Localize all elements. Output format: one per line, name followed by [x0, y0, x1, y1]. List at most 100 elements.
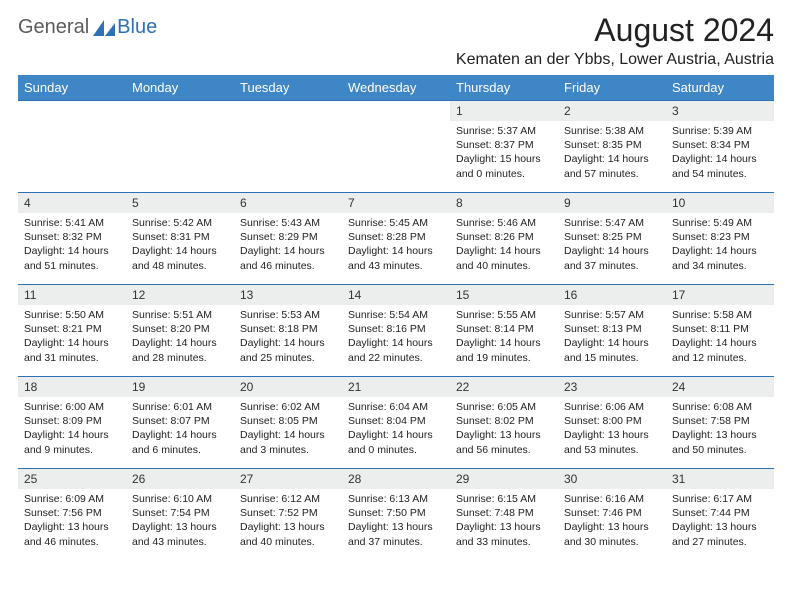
- day-body: Sunrise: 6:00 AMSunset: 8:09 PMDaylight:…: [18, 397, 126, 461]
- sunrise-line: Sunrise: 6:08 AM: [672, 400, 768, 414]
- day-number: 19: [126, 377, 234, 397]
- day-body: Sunrise: 6:05 AMSunset: 8:02 PMDaylight:…: [450, 397, 558, 461]
- daylight-line: Daylight: 13 hours and 27 minutes.: [672, 520, 768, 548]
- sunset-line: Sunset: 7:48 PM: [456, 506, 552, 520]
- calendar-cell: 31Sunrise: 6:17 AMSunset: 7:44 PMDayligh…: [666, 469, 774, 561]
- day-number: 24: [666, 377, 774, 397]
- day-body: Sunrise: 5:39 AMSunset: 8:34 PMDaylight:…: [666, 121, 774, 185]
- sunset-line: Sunset: 8:20 PM: [132, 322, 228, 336]
- day-number: 5: [126, 193, 234, 213]
- daylight-line: Daylight: 14 hours and 25 minutes.: [240, 336, 336, 364]
- calendar-cell: 5Sunrise: 5:42 AMSunset: 8:31 PMDaylight…: [126, 193, 234, 285]
- day-number: 28: [342, 469, 450, 489]
- sunset-line: Sunset: 8:37 PM: [456, 138, 552, 152]
- day-number: 23: [558, 377, 666, 397]
- sunrise-line: Sunrise: 6:05 AM: [456, 400, 552, 414]
- day-body: Sunrise: 6:17 AMSunset: 7:44 PMDaylight:…: [666, 489, 774, 553]
- sunrise-line: Sunrise: 5:55 AM: [456, 308, 552, 322]
- sunset-line: Sunset: 8:00 PM: [564, 414, 660, 428]
- daylight-line: Daylight: 13 hours and 53 minutes.: [564, 428, 660, 456]
- day-body: Sunrise: 6:08 AMSunset: 7:58 PMDaylight:…: [666, 397, 774, 461]
- day-number: 30: [558, 469, 666, 489]
- calendar-week-row: 11Sunrise: 5:50 AMSunset: 8:21 PMDayligh…: [18, 285, 774, 377]
- day-number: 15: [450, 285, 558, 305]
- day-number: 17: [666, 285, 774, 305]
- daylight-line: Daylight: 13 hours and 56 minutes.: [456, 428, 552, 456]
- weekday-header: Monday: [126, 75, 234, 101]
- sunrise-line: Sunrise: 5:49 AM: [672, 216, 768, 230]
- weekday-header: Saturday: [666, 75, 774, 101]
- sunset-line: Sunset: 8:32 PM: [24, 230, 120, 244]
- day-number: 21: [342, 377, 450, 397]
- daylight-line: Daylight: 14 hours and 0 minutes.: [348, 428, 444, 456]
- calendar-cell: 12Sunrise: 5:51 AMSunset: 8:20 PMDayligh…: [126, 285, 234, 377]
- sunset-line: Sunset: 8:26 PM: [456, 230, 552, 244]
- calendar-cell: 15Sunrise: 5:55 AMSunset: 8:14 PMDayligh…: [450, 285, 558, 377]
- sunset-line: Sunset: 7:50 PM: [348, 506, 444, 520]
- calendar-cell: 6Sunrise: 5:43 AMSunset: 8:29 PMDaylight…: [234, 193, 342, 285]
- calendar-cell: 24Sunrise: 6:08 AMSunset: 7:58 PMDayligh…: [666, 377, 774, 469]
- day-number: 14: [342, 285, 450, 305]
- sunrise-line: Sunrise: 5:43 AM: [240, 216, 336, 230]
- day-body: Sunrise: 5:49 AMSunset: 8:23 PMDaylight:…: [666, 213, 774, 277]
- day-number: 2: [558, 101, 666, 121]
- day-body: Sunrise: 5:42 AMSunset: 8:31 PMDaylight:…: [126, 213, 234, 277]
- day-number: [342, 101, 450, 119]
- calendar-cell: [18, 101, 126, 193]
- sunset-line: Sunset: 7:56 PM: [24, 506, 120, 520]
- weekday-header: Wednesday: [342, 75, 450, 101]
- sunrise-line: Sunrise: 5:47 AM: [564, 216, 660, 230]
- day-number: 10: [666, 193, 774, 213]
- month-title: August 2024: [456, 12, 774, 49]
- logo: General Blue: [18, 12, 157, 39]
- sunset-line: Sunset: 8:31 PM: [132, 230, 228, 244]
- sunrise-line: Sunrise: 5:50 AM: [24, 308, 120, 322]
- sunset-line: Sunset: 8:23 PM: [672, 230, 768, 244]
- calendar-cell: 8Sunrise: 5:46 AMSunset: 8:26 PMDaylight…: [450, 193, 558, 285]
- day-body: Sunrise: 6:12 AMSunset: 7:52 PMDaylight:…: [234, 489, 342, 553]
- calendar-cell: 30Sunrise: 6:16 AMSunset: 7:46 PMDayligh…: [558, 469, 666, 561]
- sunset-line: Sunset: 8:29 PM: [240, 230, 336, 244]
- daylight-line: Daylight: 14 hours and 9 minutes.: [24, 428, 120, 456]
- sunrise-line: Sunrise: 5:53 AM: [240, 308, 336, 322]
- daylight-line: Daylight: 14 hours and 22 minutes.: [348, 336, 444, 364]
- day-number: 26: [126, 469, 234, 489]
- calendar-cell: 3Sunrise: 5:39 AMSunset: 8:34 PMDaylight…: [666, 101, 774, 193]
- day-body: Sunrise: 6:15 AMSunset: 7:48 PMDaylight:…: [450, 489, 558, 553]
- day-body: Sunrise: 5:58 AMSunset: 8:11 PMDaylight:…: [666, 305, 774, 369]
- day-number: [234, 101, 342, 119]
- calendar-cell: [234, 101, 342, 193]
- day-body: Sunrise: 6:13 AMSunset: 7:50 PMDaylight:…: [342, 489, 450, 553]
- sunrise-line: Sunrise: 6:06 AM: [564, 400, 660, 414]
- day-number: 12: [126, 285, 234, 305]
- sunset-line: Sunset: 7:44 PM: [672, 506, 768, 520]
- sunrise-line: Sunrise: 6:09 AM: [24, 492, 120, 506]
- day-body: Sunrise: 5:38 AMSunset: 8:35 PMDaylight:…: [558, 121, 666, 185]
- calendar-week-row: 1Sunrise: 5:37 AMSunset: 8:37 PMDaylight…: [18, 101, 774, 193]
- weekday-header: Friday: [558, 75, 666, 101]
- sunset-line: Sunset: 8:16 PM: [348, 322, 444, 336]
- day-body: Sunrise: 5:41 AMSunset: 8:32 PMDaylight:…: [18, 213, 126, 277]
- sunset-line: Sunset: 8:35 PM: [564, 138, 660, 152]
- day-body: Sunrise: 6:06 AMSunset: 8:00 PMDaylight:…: [558, 397, 666, 461]
- sunrise-line: Sunrise: 5:54 AM: [348, 308, 444, 322]
- day-number: 6: [234, 193, 342, 213]
- sunrise-line: Sunrise: 5:45 AM: [348, 216, 444, 230]
- day-body: Sunrise: 6:10 AMSunset: 7:54 PMDaylight:…: [126, 489, 234, 553]
- daylight-line: Daylight: 13 hours and 50 minutes.: [672, 428, 768, 456]
- weekday-header-row: Sunday Monday Tuesday Wednesday Thursday…: [18, 75, 774, 101]
- daylight-line: Daylight: 14 hours and 57 minutes.: [564, 152, 660, 180]
- day-body: Sunrise: 5:51 AMSunset: 8:20 PMDaylight:…: [126, 305, 234, 369]
- daylight-line: Daylight: 14 hours and 19 minutes.: [456, 336, 552, 364]
- daylight-line: Daylight: 13 hours and 40 minutes.: [240, 520, 336, 548]
- sunrise-line: Sunrise: 5:58 AM: [672, 308, 768, 322]
- day-body: [18, 119, 126, 126]
- day-number: 22: [450, 377, 558, 397]
- sunset-line: Sunset: 8:21 PM: [24, 322, 120, 336]
- daylight-line: Daylight: 14 hours and 31 minutes.: [24, 336, 120, 364]
- sunrise-line: Sunrise: 5:37 AM: [456, 124, 552, 138]
- day-body: Sunrise: 5:55 AMSunset: 8:14 PMDaylight:…: [450, 305, 558, 369]
- sunset-line: Sunset: 8:04 PM: [348, 414, 444, 428]
- day-body: [342, 119, 450, 126]
- day-body: Sunrise: 5:45 AMSunset: 8:28 PMDaylight:…: [342, 213, 450, 277]
